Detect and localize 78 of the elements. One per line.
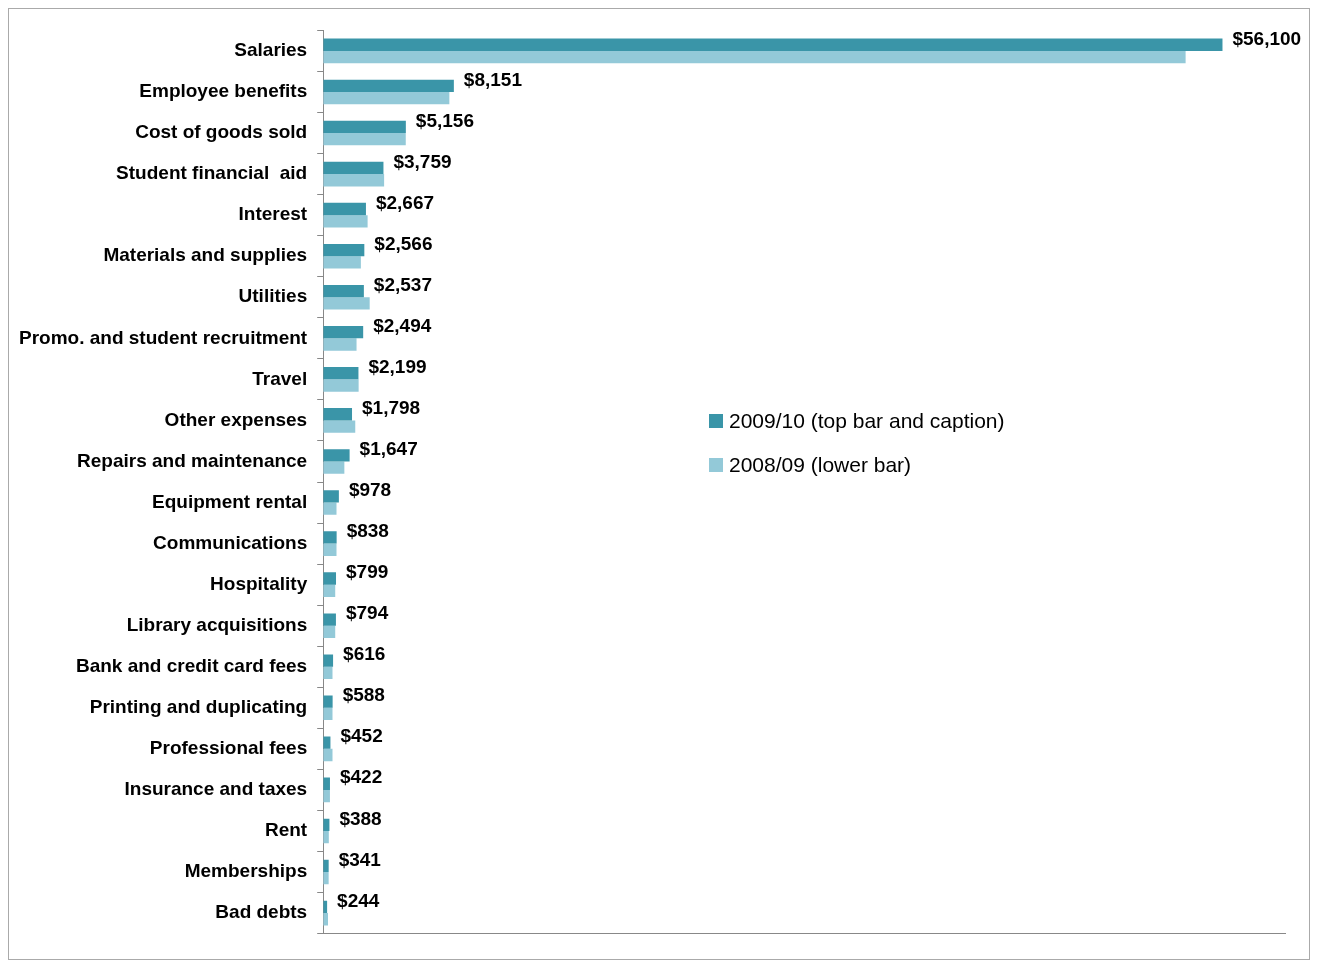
y-tick-label: Utilities xyxy=(238,285,308,307)
bar xyxy=(323,502,337,515)
bar xyxy=(323,215,368,228)
data-label: $56,100 xyxy=(1232,27,1302,49)
data-label: $794 xyxy=(345,602,389,624)
data-label: $388 xyxy=(339,807,382,829)
data-label: $244 xyxy=(337,889,380,911)
y-tick-label: Materials and supplies xyxy=(103,244,308,266)
bar xyxy=(323,297,370,310)
y-tick-label: Other expenses xyxy=(164,408,308,430)
bar xyxy=(323,490,339,503)
data-label: $616 xyxy=(343,643,386,665)
bar xyxy=(323,50,1186,64)
y-tick-label: Travel xyxy=(252,367,308,389)
bar xyxy=(323,367,359,380)
bar xyxy=(323,420,356,433)
y-tick-label: Printing and duplicating xyxy=(89,696,308,718)
bar xyxy=(323,120,406,134)
bar xyxy=(323,695,333,708)
bar xyxy=(323,202,366,216)
data-label: $1,798 xyxy=(362,396,421,418)
bar xyxy=(323,461,345,474)
bar xyxy=(323,449,350,462)
bar xyxy=(323,161,384,175)
data-label: $5,156 xyxy=(415,109,474,131)
data-label: $1,647 xyxy=(359,438,418,460)
bar xyxy=(323,872,329,885)
y-tick-label: Bad debts xyxy=(215,901,308,923)
y-tick-label: Equipment rental xyxy=(152,490,308,512)
bar xyxy=(323,338,357,351)
y-tick-label: Salaries xyxy=(234,39,308,61)
bar xyxy=(323,79,454,92)
y-tick-label: Memberships xyxy=(184,860,308,882)
y-tick-label: Insurance and taxes xyxy=(124,778,308,800)
bar xyxy=(323,408,353,421)
bar xyxy=(323,133,406,146)
y-tick-label: Repairs and maintenance xyxy=(77,449,308,471)
y-tick-label: Promo. and student recruitment xyxy=(19,326,308,348)
legend-label: 2008/09 (lower bar) xyxy=(729,453,912,477)
y-tick-label: Student financial aid xyxy=(116,162,308,184)
bar xyxy=(323,174,385,187)
y-tick-label: Employee benefits xyxy=(139,80,308,102)
bar xyxy=(323,38,1223,51)
legend-label: 2009/10 (top bar and caption) xyxy=(729,409,1005,433)
y-tick-label: Bank and credit card fees xyxy=(75,654,308,676)
bar xyxy=(323,243,365,257)
y-tick-label: Cost of goods sold xyxy=(135,121,308,143)
data-label: $2,566 xyxy=(374,232,433,254)
data-label: $8,151 xyxy=(463,68,523,90)
data-label: $422 xyxy=(339,766,383,788)
bar xyxy=(323,543,337,556)
data-label: $2,494 xyxy=(373,314,432,336)
data-label: $452 xyxy=(340,725,383,747)
y-tick-label: Library acquisitions xyxy=(126,613,308,635)
data-label: $588 xyxy=(342,684,385,706)
bar xyxy=(323,325,364,339)
bar xyxy=(323,531,337,544)
data-label: $2,537 xyxy=(373,273,432,295)
bar xyxy=(323,256,361,269)
data-label: $978 xyxy=(348,479,392,501)
y-tick-label: Interest xyxy=(238,203,308,225)
data-label: $3,759 xyxy=(393,150,452,172)
y-tick-label: Communications xyxy=(153,531,308,553)
data-label: $2,199 xyxy=(368,355,427,377)
data-label: $838 xyxy=(346,520,389,542)
bar xyxy=(323,613,336,626)
y-tick-label: Hospitality xyxy=(210,572,308,594)
data-label: $799 xyxy=(346,561,389,583)
data-label: $2,667 xyxy=(375,191,435,213)
bar xyxy=(323,572,337,585)
bar xyxy=(323,91,450,105)
data-label: $341 xyxy=(338,848,382,870)
y-tick-label: Professional fees xyxy=(149,737,308,759)
y-tick-label: Rent xyxy=(264,819,308,841)
bar xyxy=(323,284,364,298)
bar xyxy=(323,859,329,873)
bar xyxy=(323,654,334,667)
bar xyxy=(323,379,359,392)
